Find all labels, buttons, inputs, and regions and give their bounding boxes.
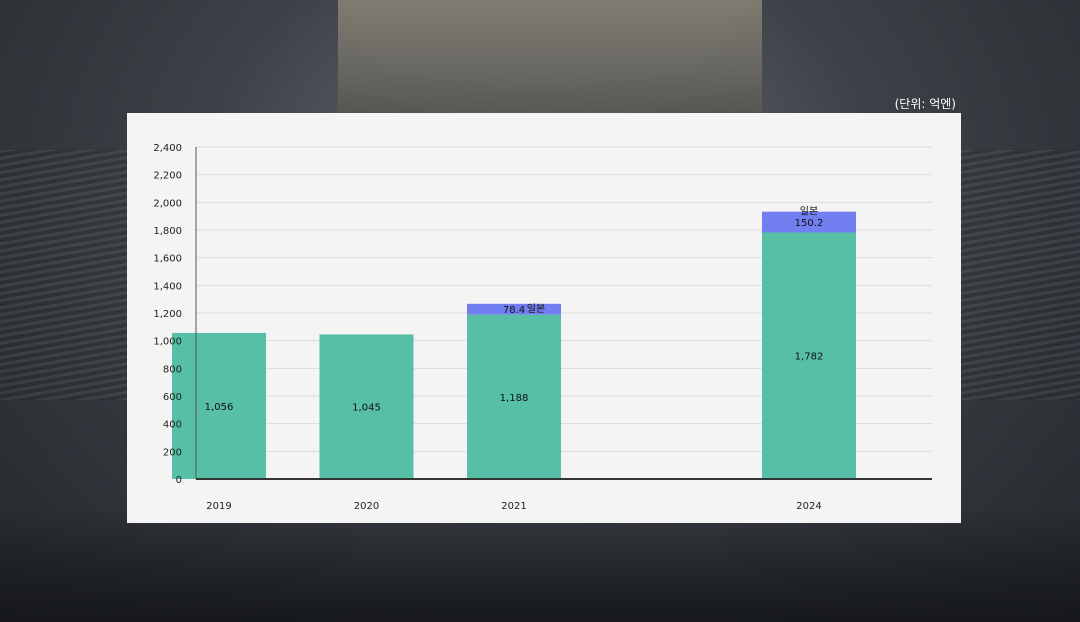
- bar-segment-2021-1: [467, 303, 561, 315]
- value-label-2024-1: 150.2: [795, 218, 824, 229]
- bar-segment-2024-1: [762, 211, 856, 233]
- value-label-2024-0: 1,782: [795, 352, 824, 363]
- series-name-label-2024: 일본: [800, 206, 818, 218]
- x-tick-label: 2020: [354, 501, 379, 512]
- bar-segment-2020-0: [319, 334, 414, 479]
- unit-label: (단위: 억엔): [894, 97, 956, 111]
- y-tick-label: 2,400: [153, 143, 182, 154]
- y-tick-label: 1,400: [153, 281, 182, 292]
- x-tick-label: 2021: [501, 501, 526, 512]
- value-label-2021-0: 1,188: [500, 393, 529, 404]
- x-tick-label: 2024: [796, 501, 821, 512]
- y-tick-label: 1,800: [153, 226, 182, 237]
- value-label-2019-0: 1,056: [205, 402, 234, 413]
- y-tick-label: 2,000: [153, 198, 182, 209]
- y-tick-label: 800: [163, 364, 182, 375]
- bars: [172, 211, 856, 479]
- bar-segment-2021-0: [467, 314, 561, 479]
- x-tick-label: 2019: [206, 501, 231, 512]
- y-tick-label: 1,200: [153, 309, 182, 320]
- y-tick-label: 400: [163, 420, 182, 431]
- y-tick-label: 2,200: [153, 171, 182, 182]
- value-label-2020-0: 1,045: [352, 403, 381, 414]
- value-label-2021-1: 78.4: [503, 305, 525, 316]
- series-name-label-2021: 일본: [527, 303, 545, 315]
- y-tick-label: 200: [163, 447, 182, 458]
- y-tick-label: 1,600: [153, 254, 182, 265]
- y-tick-label: 1,000: [153, 337, 182, 348]
- axes: 0 200 400 600 800 1,000 1,200 1,400 1,600 1,800 2,…: [153, 143, 932, 512]
- bar-segment-2019-0: [172, 332, 266, 479]
- background-desks: [0, 512, 1080, 622]
- y-tick-label: 0: [176, 475, 182, 486]
- bar-segment-2024-0: [762, 232, 856, 479]
- background-banner: [338, 0, 762, 118]
- y-tick-label: 600: [163, 392, 182, 403]
- chart-card: 1,056 1,045 1,188 78.4 일본 1,782 150.2 일본 0 200 40…: [127, 113, 961, 523]
